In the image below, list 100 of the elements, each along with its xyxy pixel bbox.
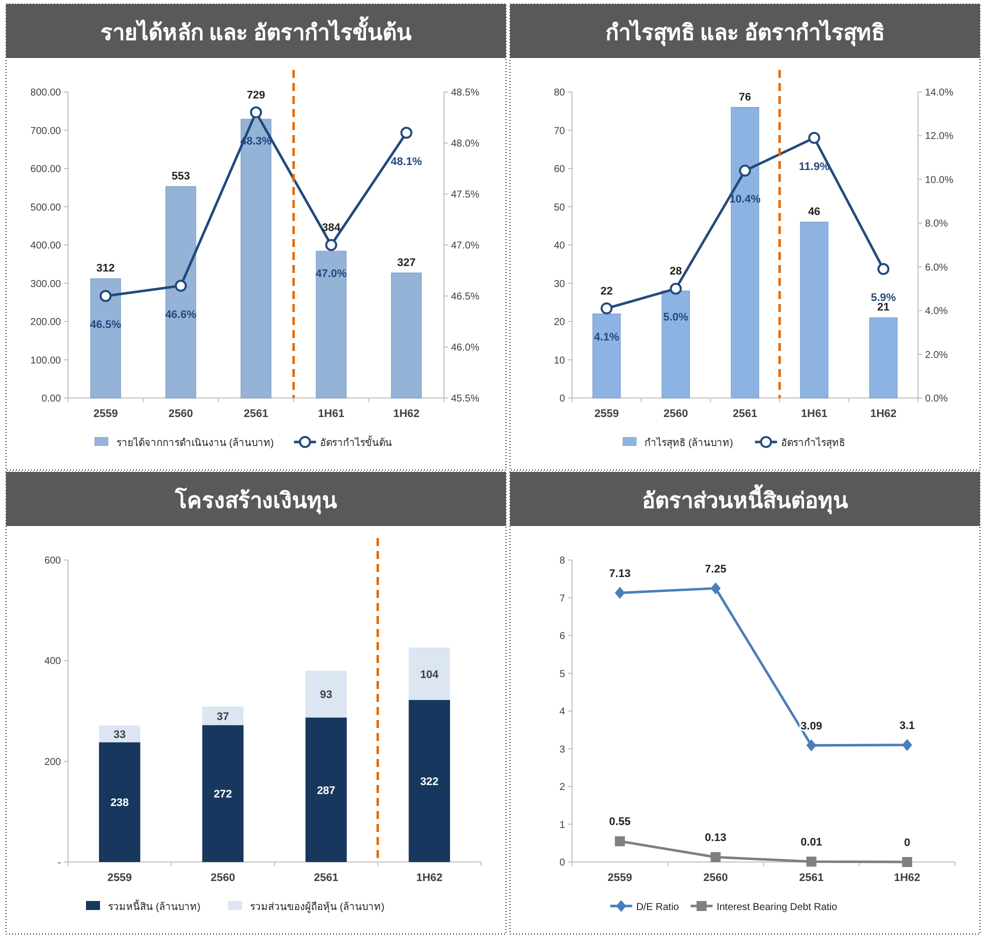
x-tick-label: 2559 <box>594 408 619 420</box>
y-tick-label: 70 <box>554 126 566 137</box>
data-label: 93 <box>320 689 332 702</box>
bar <box>408 648 450 700</box>
y-tick-label: 80 <box>554 88 566 98</box>
y2-tick-label: 45.5% <box>451 394 480 404</box>
bar <box>90 278 121 398</box>
point <box>100 290 112 302</box>
y2-tick-label: 8.0% <box>925 218 948 230</box>
bar <box>869 317 898 398</box>
bar <box>316 250 347 398</box>
bar <box>202 706 244 726</box>
legend-label: รายได้จากการดำเนินงาน (ล้านบาท) <box>116 437 274 449</box>
y-tick-label: 700.00 <box>30 126 62 137</box>
x-tick-label: 2560 <box>703 872 728 884</box>
data-label: 3.09 <box>800 720 822 732</box>
legend-label: กำไรสุทธิ (ล้านบาท) <box>644 437 734 449</box>
y-tick-label: 0 <box>559 394 566 404</box>
legend-label: D/E Ratio <box>636 902 680 913</box>
data-label: 46.5% <box>90 319 122 331</box>
data-label: 272 <box>214 788 232 801</box>
y2-tick-label: 46.0% <box>451 342 480 354</box>
bar <box>305 718 347 862</box>
bar <box>98 726 140 742</box>
bar <box>408 700 450 862</box>
data-label: 238 <box>110 797 129 810</box>
x-tick-label: 1H62 <box>393 408 420 420</box>
bar <box>592 314 621 398</box>
y-tick-label: 60 <box>554 164 566 175</box>
point <box>710 582 721 594</box>
data-label: 287 <box>316 784 336 797</box>
data-label: 327 <box>397 256 416 269</box>
x-tick-label: 2560 <box>664 408 688 420</box>
data-label: 3.1 <box>899 720 915 732</box>
y-tick-label: 200 <box>44 756 62 768</box>
point <box>902 738 912 751</box>
legend-label: อัตรากำไรขั้นต้น <box>320 435 392 449</box>
point <box>806 739 816 752</box>
point <box>877 263 890 276</box>
y-tick-label: 5 <box>559 668 566 680</box>
y-tick-label: 20 <box>554 317 566 328</box>
bar <box>391 272 422 398</box>
x-tick-label: 2561 <box>314 872 338 884</box>
y-tick-label: 200.00 <box>30 317 62 328</box>
y-tick-label: 2 <box>559 782 566 793</box>
point <box>600 302 613 314</box>
y2-tick-label: 10.0% <box>925 174 954 186</box>
point <box>400 126 412 139</box>
y2-tick-label: 47.5% <box>451 190 480 200</box>
legend-label: Interest Bearing Debt Ratio <box>716 902 838 913</box>
y-tick-label: 600.00 <box>30 164 62 175</box>
y-tick-label: 7 <box>559 593 566 604</box>
data-label: 37 <box>216 710 229 723</box>
y2-tick-label: 0.0% <box>925 394 948 404</box>
data-label: 729 <box>246 89 266 102</box>
point <box>670 282 682 295</box>
data-label: 322 <box>420 776 439 788</box>
x-tick-label: 2559 <box>107 872 132 884</box>
x-tick-label: 2561 <box>732 408 758 420</box>
y2-tick-label: 48.0% <box>451 138 480 150</box>
y-tick-label: 30 <box>554 278 566 290</box>
point <box>902 857 912 867</box>
x-tick-label: 1H62 <box>894 872 920 884</box>
x-tick-label: 2561 <box>244 408 268 420</box>
data-label: 104 <box>420 668 440 681</box>
data-label: 312 <box>96 262 115 275</box>
bar <box>240 118 272 398</box>
data-label: 7.25 <box>704 563 726 576</box>
y-tick-label: 300.00 <box>30 278 62 290</box>
y2-tick-label: 4.0% <box>925 306 948 318</box>
data-label: 0.13 <box>704 832 726 844</box>
data-label: 11.9% <box>798 160 830 173</box>
y-tick-label: 800.00 <box>30 88 62 98</box>
y-tick-label: 400.00 <box>30 240 62 252</box>
data-label: 0 <box>904 837 910 849</box>
data-label: 33 <box>114 728 126 741</box>
legend-label: รวมหนี้สิน (ล้านบาท) <box>108 899 200 913</box>
data-label: 0.55 <box>609 816 631 828</box>
y2-tick-label: 2.0% <box>925 350 948 361</box>
chart-title: โครงสร้างเงินทุน <box>174 487 337 515</box>
data-label: 4.1% <box>594 331 620 344</box>
data-label: 553 <box>172 170 190 182</box>
point <box>806 856 816 867</box>
x-tick-label: 1H62 <box>416 872 443 884</box>
bar <box>305 670 347 718</box>
point <box>614 586 625 599</box>
y-tick-label: - <box>58 858 61 868</box>
bar <box>165 186 196 398</box>
data-label: 384 <box>322 222 342 234</box>
point <box>250 106 262 118</box>
x-tick-label: 2560 <box>210 872 236 884</box>
y2-tick-label: 6.0% <box>925 262 948 274</box>
x-tick-label: 2559 <box>93 408 118 420</box>
y2-tick-label: 14.0% <box>925 88 954 98</box>
data-label: 21 <box>877 302 890 314</box>
legend-label: อัตรากำไรสุทธิ <box>781 437 845 449</box>
y2-tick-label: 48.5% <box>451 88 480 98</box>
point <box>808 132 820 144</box>
y-tick-label: 400 <box>44 656 62 668</box>
data-label: 0.01 <box>800 836 822 849</box>
